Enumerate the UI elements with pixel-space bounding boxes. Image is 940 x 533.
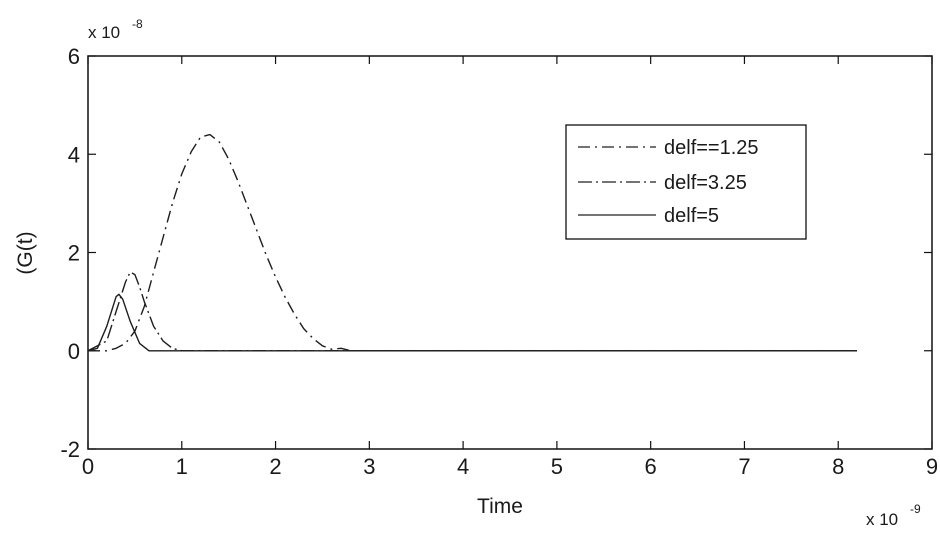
y-tick-label: -2 — [60, 437, 80, 462]
series-layer — [87, 133, 857, 352]
y-tick-label: 6 — [68, 44, 80, 69]
y-tick-label: 2 — [68, 241, 80, 266]
y-axis-label: (G(t) — [14, 231, 37, 274]
x-tick-label: 0 — [82, 454, 94, 479]
x-axis-label: Time — [477, 495, 523, 518]
x-multiplier-exponent: -9 — [910, 502, 921, 516]
x-tick-label: 8 — [832, 454, 844, 479]
legend: delf==1.25 delf=3.25 delf=5 — [565, 124, 807, 240]
y-multiplier-exponent: -8 — [132, 17, 143, 31]
legend-label-3: delf=5 — [664, 205, 719, 227]
x-tick-label: 2 — [269, 454, 281, 479]
x-tick-label: 4 — [457, 454, 469, 479]
series-line-delf-3-25 — [87, 271, 857, 352]
x-tick-label: 3 — [363, 454, 375, 479]
y-tick-label: 0 — [68, 339, 80, 364]
x-tick-label: 1 — [176, 454, 188, 479]
plot-area — [87, 55, 933, 450]
legend-label-1: delf==1.25 — [664, 137, 759, 159]
x-tick-label: 5 — [551, 454, 563, 479]
x-multiplier-base: x 10 — [866, 510, 898, 529]
y-tick-label: 4 — [68, 142, 80, 167]
y-multiplier-base: x 10 — [88, 23, 120, 42]
series-line-delf-5 — [87, 293, 857, 352]
series-line-delf-1-25 — [88, 133, 857, 352]
legend-label-2: delf=3.25 — [664, 172, 747, 194]
x-tick-label: 6 — [645, 454, 657, 479]
x-tick-label: 7 — [738, 454, 750, 479]
x-tick-label: 9 — [926, 454, 938, 479]
